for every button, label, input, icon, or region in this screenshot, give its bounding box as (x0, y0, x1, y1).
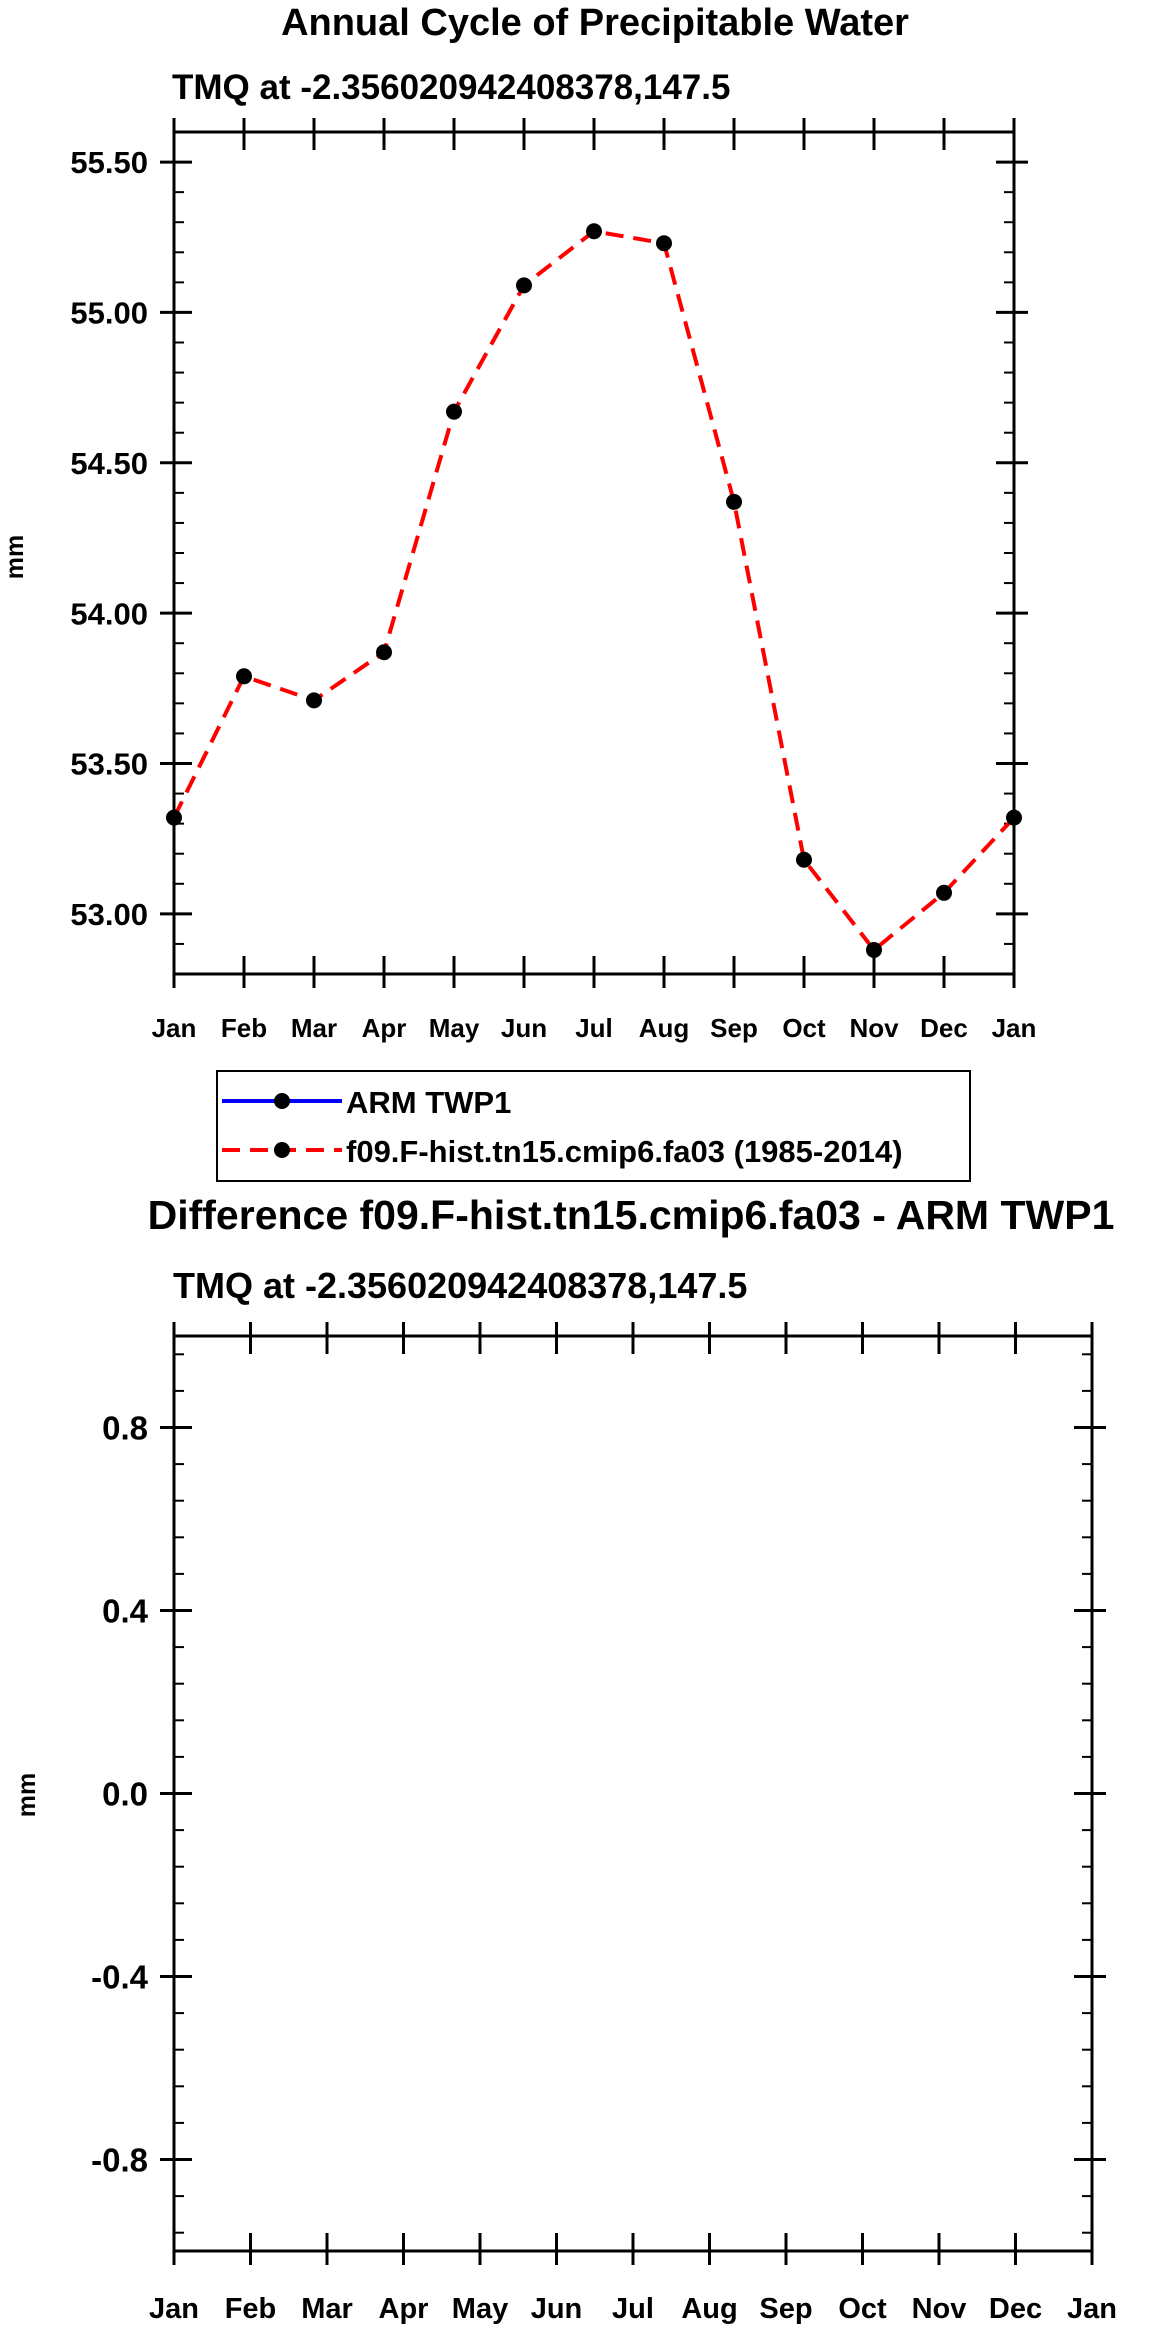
x-tick-label: Dec (920, 1013, 968, 1043)
x-tick-label: Dec (989, 2293, 1042, 2325)
y-tick-label: 0.4 (102, 1592, 149, 1629)
y-tick-label: -0.8 (91, 2141, 148, 2178)
data-point (936, 884, 952, 901)
legend-entry-model: f09.F-hist.tn15.cmip6.fa03 (1985-2014) (222, 1134, 903, 1169)
data-point (866, 941, 882, 958)
panel-difference: Difference f09.F-hist.tn15.cmip6.fa03 - … (13, 1192, 1117, 2325)
data-point (236, 668, 252, 685)
x-tick-label: Mar (291, 1013, 337, 1043)
data-point (376, 644, 392, 661)
chart-subtitle-difference: TMQ at -2.356020942408378,147.5 (173, 1265, 747, 1306)
panel-annual-cycle: Annual Cycle of Precipitable Water TMQ a… (1, 2, 1036, 1043)
data-point (656, 235, 672, 252)
legend-label-arm: ARM TWP1 (346, 1085, 511, 1120)
chart-subtitle: TMQ at -2.356020942408378,147.5 (172, 68, 730, 107)
x-tick-label: Aug (639, 1013, 690, 1043)
x-tick-label: Sep (710, 1013, 758, 1043)
plot-series (166, 223, 1022, 958)
legend: ARM TWP1 f09.F-hist.tn15.cmip6.fa03 (198… (216, 1070, 971, 1182)
x-tick-label: Jul (612, 2293, 654, 2325)
y-tick-label: 53.50 (70, 747, 148, 782)
legend-entry-arm-twp1: ARM TWP1 (222, 1085, 511, 1120)
x-tick-label: Jan (152, 1013, 197, 1043)
x-tick-label: Oct (838, 2293, 887, 2325)
legend-marker-arm (274, 1093, 290, 1109)
x-tick-label: Nov (912, 2293, 967, 2325)
data-point (796, 851, 812, 868)
y-tick-label: -0.4 (91, 1958, 149, 1995)
x-tick-label: Aug (681, 2293, 737, 2325)
data-point (726, 493, 742, 510)
chart-title-difference: Difference f09.F-hist.tn15.cmip6.fa03 - … (148, 1192, 1115, 1238)
y-tick-label: 55.50 (70, 145, 148, 180)
x-tick-label: Apr (362, 1013, 407, 1043)
data-point (306, 692, 322, 709)
x-tick-label: Jun (501, 1013, 547, 1043)
x-tick-label: May (429, 1013, 480, 1043)
x-tick-label: May (452, 2293, 508, 2325)
y-tick-label: 55.00 (70, 296, 148, 331)
x-tick-label: Jan (992, 1013, 1037, 1043)
x-tick-label: Sep (759, 2293, 812, 2325)
y-tick-label: 0.0 (102, 1775, 148, 1812)
x-ticks-difference: Jan Feb Mar Apr May Jun Jul Aug Sep Oct Nov Dec Jan (149, 1322, 1117, 2325)
x-tick-label: Jan (1067, 2293, 1117, 2325)
y-tick-label: 0.8 (102, 1409, 148, 1446)
chart-title: Annual Cycle of Precipitable Water (281, 2, 909, 44)
plot-frame-difference (172, 1334, 1094, 2253)
x-ticks: Jan Feb Mar Apr May Jun Jul Aug Sep Oct Nov Dec Jan (152, 118, 1037, 1043)
data-point (446, 403, 462, 420)
x-tick-label: Jul (575, 1013, 613, 1043)
x-tick-label: Feb (225, 2293, 277, 2325)
y-ticks: 53.00 53.50 54.00 54.50 55.00 55.50 (70, 131, 1028, 975)
y-tick-label: 54.00 (70, 596, 148, 631)
y-axis-label: mm (1, 535, 29, 579)
x-tick-label: Feb (221, 1013, 267, 1043)
x-tick-label: Jan (149, 2293, 199, 2325)
data-point (586, 223, 602, 240)
x-tick-label: Mar (301, 2293, 353, 2325)
series-line (172, 229, 1016, 953)
y-tick-label: 53.00 (70, 897, 148, 932)
y-ticks-difference: -0.8 -0.4 0.0 0.4 0.8 (91, 1353, 1106, 2234)
x-tick-label: Jun (531, 2293, 583, 2325)
y-tick-label: 54.50 (70, 446, 148, 481)
x-tick-label: Oct (782, 1013, 826, 1043)
plot-frame (172, 130, 1016, 976)
x-tick-label: Apr (379, 2293, 429, 2325)
legend-label-model: f09.F-hist.tn15.cmip6.fa03 (1985-2014) (346, 1134, 903, 1169)
legend-marker-model (274, 1142, 290, 1158)
legend-box (216, 1070, 971, 1182)
data-point (516, 277, 532, 294)
y-axis-label-difference: mm (13, 1773, 41, 1817)
x-tick-label: Nov (849, 1013, 899, 1043)
